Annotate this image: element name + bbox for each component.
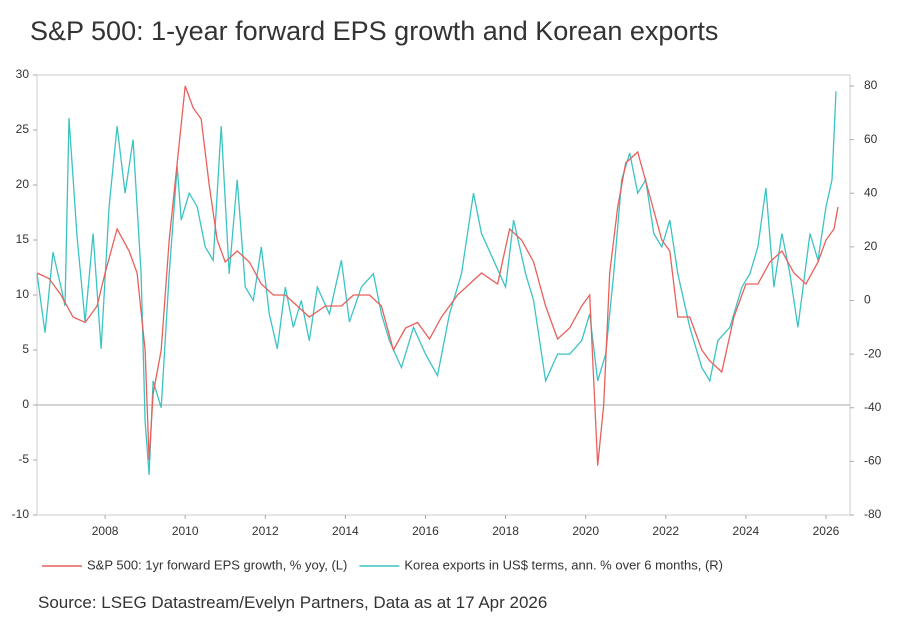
y2-tick-label: 60	[864, 132, 878, 146]
x-tick-label: 2014	[332, 524, 359, 538]
y-tick-label: -10	[12, 507, 30, 521]
series-line	[36, 85, 839, 466]
x-tick-label: 2012	[252, 524, 279, 538]
y2-tick-label: 20	[864, 239, 878, 253]
y-tick-label: 10	[16, 287, 30, 301]
y2-tick-label: -80	[864, 507, 882, 521]
y-tick-label: 25	[16, 122, 30, 136]
source-note: Source: LSEG Datastream/Evelyn Partners,…	[38, 593, 547, 612]
x-tick-label: 2022	[652, 524, 679, 538]
series-line	[36, 91, 837, 475]
y-tick-label: 30	[16, 67, 30, 81]
y-tick-label: 5	[22, 342, 29, 356]
plot-frame	[36, 74, 851, 516]
y2-tick-label: 40	[864, 185, 878, 199]
x-tick-label: 2016	[412, 524, 439, 538]
legend-label: Korea exports in US$ terms, ann. % over …	[404, 557, 723, 572]
y2-tick-label: -60	[864, 454, 882, 468]
x-tick-label: 2010	[172, 524, 199, 538]
x-tick-label: 2020	[572, 524, 599, 538]
y2-tick-label: -20	[864, 346, 882, 360]
y-tick-label: -5	[18, 452, 29, 466]
x-tick-label: 2018	[492, 524, 519, 538]
y2-tick-label: -40	[864, 400, 882, 414]
y2-tick-label: 80	[864, 78, 878, 92]
x-tick-label: 2008	[92, 524, 119, 538]
x-tick-label: 2024	[733, 524, 760, 538]
y2-tick-label: 0	[864, 293, 871, 307]
y-tick-label: 15	[16, 232, 30, 246]
chart-title: S&P 500: 1-year forward EPS growth and K…	[30, 16, 718, 46]
legend-label: S&P 500: 1yr forward EPS growth, % yoy, …	[87, 557, 347, 572]
y-tick-label: 20	[16, 177, 30, 191]
y-tick-label: 0	[22, 397, 29, 411]
x-tick-label: 2026	[813, 524, 840, 538]
